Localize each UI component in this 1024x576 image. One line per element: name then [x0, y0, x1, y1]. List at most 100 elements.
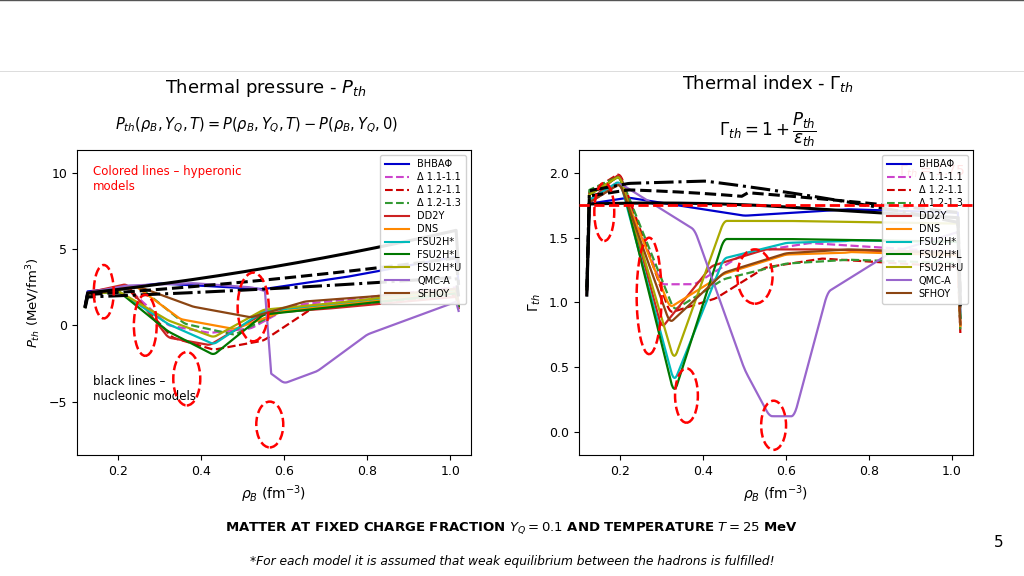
QMC-A — [581, 291, 593, 298]
Line: FSU2H*L: FSU2H*L — [587, 177, 961, 389]
FSU2H* — [79, 304, 91, 310]
DNS — [126, 283, 138, 290]
DNS — [453, 302, 465, 309]
FSU2H*L — [207, 350, 219, 357]
DD2Y — [304, 306, 316, 313]
Δ 1.2-1.3 — [302, 304, 314, 311]
Δ 1.1-1.1 — [804, 240, 816, 247]
QMC-A — [279, 379, 291, 386]
Text: Thermal index - $\Gamma_{th}$: Thermal index - $\Gamma_{th}$ — [682, 74, 854, 94]
SFHOY — [131, 284, 143, 291]
DNS — [803, 251, 815, 257]
DD2Y — [453, 305, 465, 312]
SFHOY — [954, 321, 967, 328]
FSU2H*U — [806, 218, 818, 225]
FSU2H*L — [922, 238, 934, 245]
Δ 1.1-1.1 — [612, 179, 625, 186]
FSU2H*L — [302, 306, 314, 313]
Line: FSU2H*U: FSU2H*U — [85, 290, 459, 336]
Line: FSU2H*: FSU2H* — [587, 183, 961, 378]
DD2Y — [922, 249, 934, 256]
SFHOY — [921, 248, 933, 255]
Text: Thermal pressure - $P_{th}$: Thermal pressure - $P_{th}$ — [165, 77, 367, 98]
SFHOY — [897, 248, 909, 255]
BHBAΦ — [301, 279, 313, 286]
Δ 1.2-1.1 — [453, 304, 465, 310]
Legend: BHBAΦ, Δ 1.1-1.1, Δ 1.2-1.1, Δ 1.2-1.3, DD2Y, DNS, FSU2H*, FSU2H*L, FSU2H*U, QMC: BHBAΦ, Δ 1.1-1.1, Δ 1.2-1.1, Δ 1.2-1.3, … — [882, 154, 968, 304]
QMC-A — [806, 348, 818, 355]
FSU2H* — [207, 340, 219, 347]
FSU2H*L — [898, 237, 910, 244]
FSU2H*L — [420, 293, 432, 300]
BHBAΦ — [622, 195, 634, 202]
FSU2H*U — [302, 302, 314, 309]
Δ 1.2-1.1 — [804, 257, 816, 264]
FSU2H* — [302, 303, 314, 310]
QMC-A — [453, 308, 465, 314]
FSU2H* — [954, 314, 967, 321]
Δ 1.2-1.1 — [302, 307, 314, 314]
FSU2H*L — [582, 239, 594, 246]
SFHOY — [581, 291, 593, 298]
DD2Y — [80, 296, 92, 303]
FSU2H* — [582, 243, 594, 250]
FSU2H*U — [812, 218, 824, 225]
Text: MATTER AT FIXED CHARGE FRACTION $Y_Q = 0.1$ AND TEMPERATURE $T = 25$ MeV: MATTER AT FIXED CHARGE FRACTION $Y_Q = 0… — [225, 521, 799, 536]
FSU2H*U — [80, 297, 92, 304]
DNS — [227, 325, 240, 332]
QMC-A — [767, 413, 779, 420]
FSU2H*L — [812, 236, 824, 243]
FSU2H*U — [804, 218, 816, 225]
Δ 1.2-1.3 — [304, 304, 316, 310]
Δ 1.1-1.1 — [811, 240, 823, 247]
Δ 1.2-1.3 — [310, 304, 323, 310]
SFHOY — [612, 181, 625, 188]
Δ 1.1-1.1 — [302, 300, 314, 307]
DNS — [581, 291, 593, 298]
BHBAΦ — [581, 291, 593, 298]
Text: Colored lines – hyperonic
models: Colored lines – hyperonic models — [92, 165, 241, 193]
DNS — [304, 305, 316, 312]
DNS — [897, 250, 909, 257]
Δ 1.2-1.1 — [897, 260, 909, 267]
BHBAΦ — [307, 278, 319, 285]
DNS — [582, 245, 594, 252]
Δ 1.1-1.1 — [581, 290, 593, 297]
SFHOY — [804, 248, 816, 255]
BHBAΦ — [80, 295, 92, 302]
FSU2H* — [898, 238, 910, 245]
Δ 1.1-1.1 — [921, 247, 933, 254]
SFHOY — [310, 297, 323, 304]
Text: $\Gamma_{th} = 1 + \dfrac{P_{th}}{\epsilon_{th}}$: $\Gamma_{th} = 1 + \dfrac{P_{th}}{\epsil… — [719, 111, 817, 149]
FSU2H* — [612, 179, 625, 186]
Δ 1.2-1.3 — [227, 331, 240, 338]
QMC-A — [80, 296, 92, 303]
Δ 1.1-1.1 — [453, 299, 465, 306]
DNS — [302, 305, 314, 312]
Line: DNS: DNS — [587, 185, 961, 326]
SFHOY — [803, 248, 815, 255]
FSU2H*U — [301, 302, 313, 309]
Δ 1.1-1.1 — [204, 329, 216, 336]
FSU2H* — [301, 303, 313, 310]
FSU2H*U — [898, 219, 910, 226]
DD2Y — [310, 306, 323, 313]
Line: FSU2H*: FSU2H* — [85, 290, 459, 343]
FSU2H*U — [395, 292, 408, 299]
DD2Y — [118, 281, 130, 288]
FSU2H*U — [419, 290, 431, 297]
BHBAΦ — [804, 208, 816, 215]
SFHOY — [80, 297, 92, 304]
QMC-A — [922, 238, 934, 245]
FSU2H* — [581, 290, 593, 297]
DD2Y — [804, 246, 816, 253]
QMC-A — [420, 309, 432, 316]
QMC-A — [804, 353, 816, 359]
Δ 1.2-1.1 — [80, 297, 92, 304]
Δ 1.2-1.1 — [921, 262, 933, 268]
Δ 1.2-1.3 — [612, 173, 625, 180]
BHBAΦ — [450, 253, 462, 260]
Δ 1.2-1.1 — [582, 237, 594, 244]
QMC-A — [302, 371, 314, 378]
Legend: BHBAΦ, Δ 1.1-1.1, Δ 1.2-1.1, Δ 1.2-1.3, DD2Y, DNS, FSU2H*, FSU2H*L, FSU2H*U, QMC: BHBAΦ, Δ 1.1-1.1, Δ 1.2-1.1, Δ 1.2-1.3, … — [380, 154, 466, 304]
